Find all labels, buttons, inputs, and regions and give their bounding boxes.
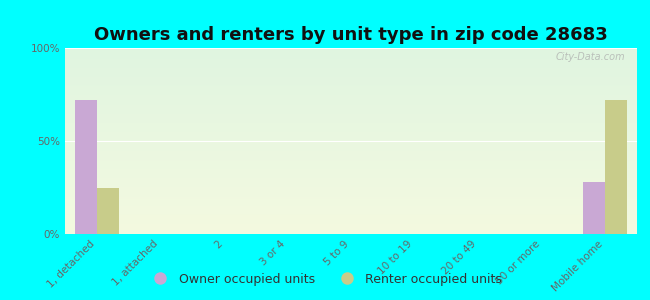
Bar [605, 100, 627, 234]
Title: Owners and renters by unit type in zip code 28683: Owners and renters by unit type in zip c… [94, 26, 608, 44]
Bar [583, 182, 605, 234]
Legend: Owner occupied units, Renter occupied units: Owner occupied units, Renter occupied un… [143, 268, 507, 291]
Bar [75, 100, 97, 234]
Bar [97, 188, 119, 234]
Text: City-Data.com: City-Data.com [556, 52, 625, 62]
